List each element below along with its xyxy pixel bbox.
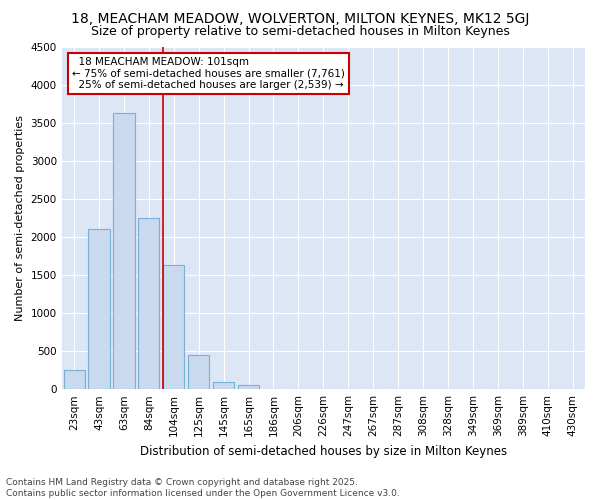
Bar bbox=[64, 370, 85, 389]
Y-axis label: Number of semi-detached properties: Number of semi-detached properties bbox=[15, 115, 25, 321]
Text: Contains HM Land Registry data © Crown copyright and database right 2025.
Contai: Contains HM Land Registry data © Crown c… bbox=[6, 478, 400, 498]
X-axis label: Distribution of semi-detached houses by size in Milton Keynes: Distribution of semi-detached houses by … bbox=[140, 444, 507, 458]
Text: 18 MEACHAM MEADOW: 101sqm
← 75% of semi-detached houses are smaller (7,761)
  25: 18 MEACHAM MEADOW: 101sqm ← 75% of semi-… bbox=[72, 57, 345, 90]
Text: 18, MEACHAM MEADOW, WOLVERTON, MILTON KEYNES, MK12 5GJ: 18, MEACHAM MEADOW, WOLVERTON, MILTON KE… bbox=[71, 12, 529, 26]
Bar bbox=[238, 385, 259, 389]
Bar bbox=[163, 266, 184, 389]
Text: Size of property relative to semi-detached houses in Milton Keynes: Size of property relative to semi-detach… bbox=[91, 25, 509, 38]
Bar bbox=[113, 113, 134, 389]
Bar bbox=[188, 355, 209, 389]
Bar bbox=[213, 382, 234, 389]
Bar bbox=[88, 230, 110, 389]
Bar bbox=[138, 218, 160, 389]
